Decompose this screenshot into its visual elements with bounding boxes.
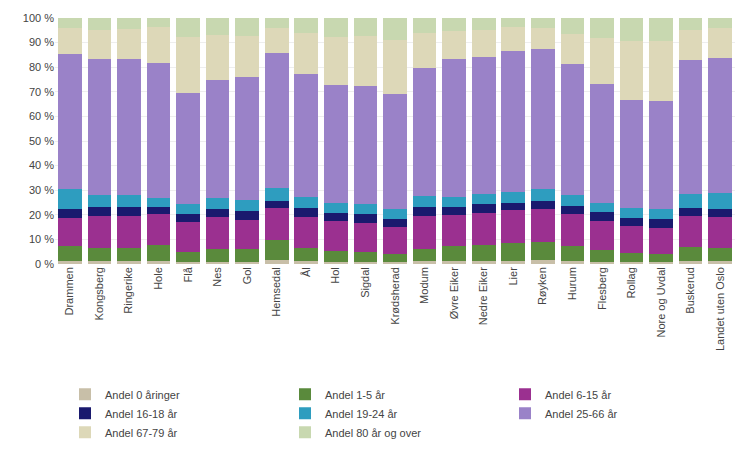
svg-text:Flå: Flå xyxy=(182,266,194,282)
svg-text:Hemsedal: Hemsedal xyxy=(270,267,282,317)
svg-text:0 %: 0 % xyxy=(35,258,54,270)
svg-text:100 %: 100 % xyxy=(23,12,54,24)
svg-text:Andel 6-15 år: Andel 6-15 år xyxy=(545,389,611,401)
svg-text:Andel 67-79 år: Andel 67-79 år xyxy=(105,427,177,439)
svg-text:10 %: 10 % xyxy=(29,233,54,245)
svg-text:Drammen: Drammen xyxy=(63,267,75,315)
svg-text:Flesberg: Flesberg xyxy=(596,267,608,310)
svg-text:Gol: Gol xyxy=(241,267,253,284)
svg-text:20 %: 20 % xyxy=(29,209,54,221)
svg-text:Sigdal: Sigdal xyxy=(359,267,371,298)
svg-text:Øvre Eiker: Øvre Eiker xyxy=(448,267,460,319)
svg-text:Andel 1-5 år: Andel 1-5 år xyxy=(325,389,385,401)
svg-text:90 %: 90 % xyxy=(29,36,54,48)
svg-text:Røyken: Røyken xyxy=(536,267,548,305)
svg-text:Andel 19-24 år: Andel 19-24 år xyxy=(325,408,397,420)
svg-text:Ringerike: Ringerike xyxy=(122,267,134,313)
svg-text:80 %: 80 % xyxy=(29,61,54,73)
svg-text:Lier: Lier xyxy=(507,267,519,286)
svg-text:30 %: 30 % xyxy=(29,184,54,196)
svg-text:Andel 16-18 år: Andel 16-18 år xyxy=(105,408,177,420)
svg-text:Andel 25-66 år: Andel 25-66 år xyxy=(545,408,617,420)
svg-text:40 %: 40 % xyxy=(29,159,54,171)
svg-text:Rollag: Rollag xyxy=(625,267,637,298)
svg-text:50 %: 50 % xyxy=(29,135,54,147)
svg-text:Nes: Nes xyxy=(211,267,223,287)
svg-text:Krødsherad: Krødsherad xyxy=(389,267,401,324)
svg-text:Andel 0 åringer: Andel 0 åringer xyxy=(105,389,180,401)
svg-text:60 %: 60 % xyxy=(29,110,54,122)
svg-text:Buskerud: Buskerud xyxy=(684,267,696,313)
svg-text:Landet uten Oslo: Landet uten Oslo xyxy=(714,267,726,351)
svg-text:Hurum: Hurum xyxy=(566,267,578,300)
svg-text:Nore og Uvdal: Nore og Uvdal xyxy=(655,267,667,337)
svg-text:Modum: Modum xyxy=(418,267,430,304)
svg-text:70 %: 70 % xyxy=(29,86,54,98)
svg-text:Nedre Eiker: Nedre Eiker xyxy=(477,267,489,325)
svg-text:Hole: Hole xyxy=(152,267,164,290)
svg-text:Andel 80 år og over: Andel 80 år og over xyxy=(325,427,421,439)
svg-text:Kongsberg: Kongsberg xyxy=(93,267,105,320)
svg-text:Ål: Ål xyxy=(300,267,312,277)
svg-text:Hol: Hol xyxy=(329,267,341,284)
